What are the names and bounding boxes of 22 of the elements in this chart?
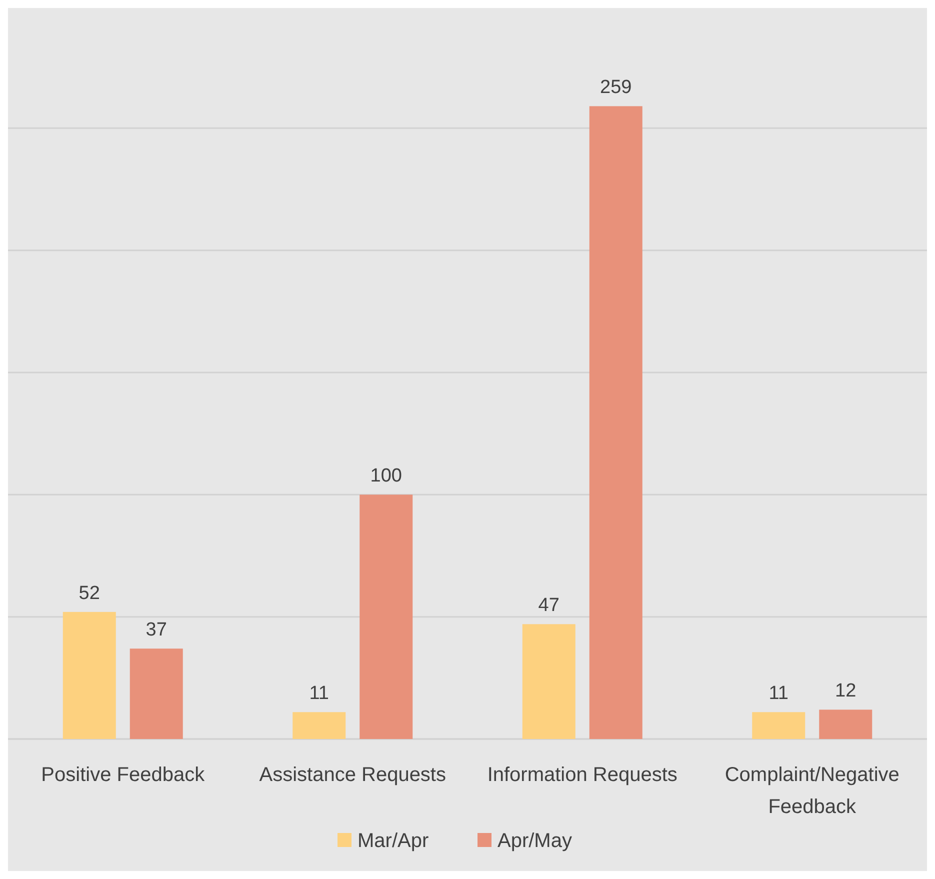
bar	[62, 612, 116, 739]
x-tick-label: Complaint/Negative Feedback	[724, 764, 900, 818]
data-label: 11	[768, 683, 788, 704]
bar	[589, 106, 642, 739]
data-label: 100	[370, 466, 402, 487]
legend-label: Mar/Apr	[358, 830, 429, 852]
data-label: 37	[146, 620, 167, 641]
data-label: 52	[78, 582, 100, 604]
data-label: 259	[600, 77, 632, 98]
x-tick-label: Assistance Requests	[259, 764, 446, 786]
data-label: 12	[835, 680, 856, 702]
bar	[522, 624, 576, 739]
x-tick-label: Information Requests	[487, 764, 678, 786]
bar	[819, 710, 872, 739]
data-label: 47	[538, 595, 560, 616]
bar	[360, 494, 413, 739]
bar	[130, 648, 183, 739]
data-label: 11	[309, 683, 329, 704]
legend-label: Apr/May	[498, 830, 572, 852]
x-tick-label: Positive Feedback	[41, 764, 206, 786]
bar	[752, 712, 806, 739]
bar	[292, 712, 346, 739]
